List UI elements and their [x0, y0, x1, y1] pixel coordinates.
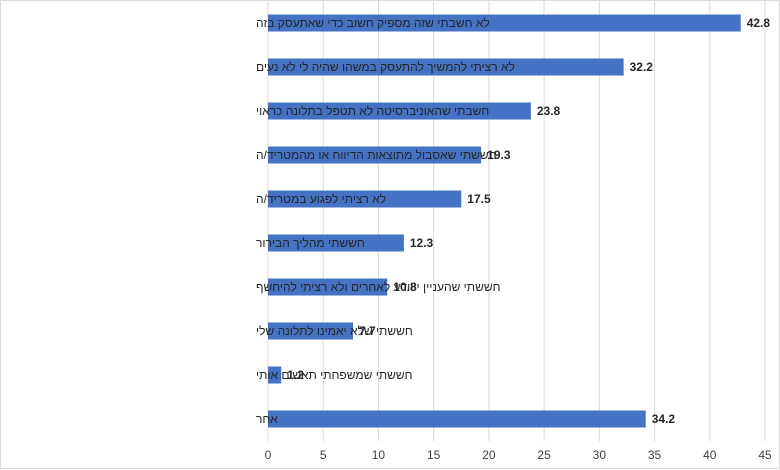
category-label: לא חשבתי שזה מספיק חשוב כדי שאתעסק בזה — [256, 16, 490, 30]
bar — [268, 322, 354, 340]
category-label: חששתי שלא יאמינו לתלונה שלי — [256, 324, 413, 338]
bar — [268, 14, 741, 32]
value-label: 7.7 — [359, 324, 376, 338]
bar — [268, 58, 624, 76]
bars — [268, 14, 741, 428]
x-tick-label: 40 — [703, 448, 717, 462]
value-label: 23.8 — [537, 104, 561, 118]
x-tick-label: 25 — [537, 448, 551, 462]
bar — [268, 102, 531, 120]
value-label: 32.2 — [630, 60, 654, 74]
x-tick-label: 20 — [482, 448, 496, 462]
value-label: 42.8 — [747, 16, 771, 30]
bar — [268, 146, 482, 164]
x-tick-label: 45 — [758, 448, 772, 462]
value-label: 12.3 — [410, 236, 434, 250]
category-label: חששתי מהליך הבירור — [256, 236, 365, 250]
category-label: חשבתי שהאוניברסיטה לא תטפל בתלונה כראוי — [256, 104, 489, 118]
x-tick-label: 0 — [265, 448, 272, 462]
x-tick-label: 5 — [320, 448, 327, 462]
x-tick-label: 15 — [427, 448, 441, 462]
value-label: 17.5 — [467, 192, 491, 206]
bar — [268, 234, 404, 252]
value-label: 34.2 — [652, 412, 676, 426]
value-label: 1.2 — [287, 368, 304, 382]
labels: 0 5 10 15 20 25 30 35 40 45 לא חשבתי שזה מספיק חשו… — [256, 16, 772, 462]
category-label: חששתי שאסבול מתוצאות הדיווח או מהמטריד/ה — [256, 148, 497, 162]
category-label: חששתי שמשפחתי תאשים אותי — [256, 368, 413, 382]
x-tick-label: 10 — [372, 448, 386, 462]
category-label: לא רציתי להמשיך להתעסק במשהו שהיה לי לא … — [256, 60, 515, 74]
bar — [268, 278, 388, 296]
category-label: לא רציתי לפגוע במטריד/ה — [256, 192, 386, 206]
x-tick-label: 30 — [593, 448, 607, 462]
category-label: אחר — [256, 412, 278, 426]
value-label: 19.3 — [487, 148, 511, 162]
bar — [268, 366, 282, 384]
category-label: חששתי שהעניין ייוודע לאחרים ולא רציתי לה… — [256, 280, 501, 294]
bar — [268, 410, 646, 428]
x-tick-label: 35 — [648, 448, 662, 462]
bar — [268, 190, 462, 208]
value-label: 10.8 — [393, 280, 417, 294]
